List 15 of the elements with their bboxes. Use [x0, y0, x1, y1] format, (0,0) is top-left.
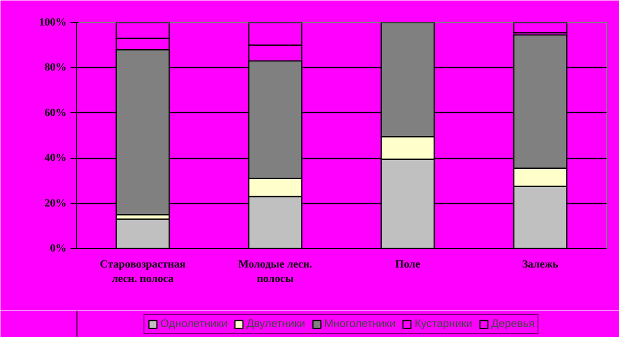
- y-tick-label: 80%: [44, 62, 66, 74]
- x-tick-label: Залежь: [522, 258, 559, 270]
- legend-label: Кустарники: [414, 318, 472, 330]
- y-tick-label: 100%: [39, 16, 66, 28]
- x-tick-label: Поле: [395, 258, 420, 270]
- legend-label: Многолетники: [324, 318, 396, 330]
- y-tick-label: 40%: [44, 152, 66, 164]
- x-tick-label: Старовозрастная лесн. полоса: [100, 258, 186, 285]
- legend-label: Однолетники: [160, 318, 228, 330]
- y-tick-label: 20%: [44, 197, 66, 210]
- y-tick-label: 0%: [50, 242, 66, 254]
- x-tick-label: Молодые лесн. полосы: [238, 258, 312, 285]
- y-tick-label: 60%: [44, 106, 66, 119]
- legend-label: Двулетники: [246, 318, 306, 330]
- legend-label: Деревья: [491, 318, 535, 330]
